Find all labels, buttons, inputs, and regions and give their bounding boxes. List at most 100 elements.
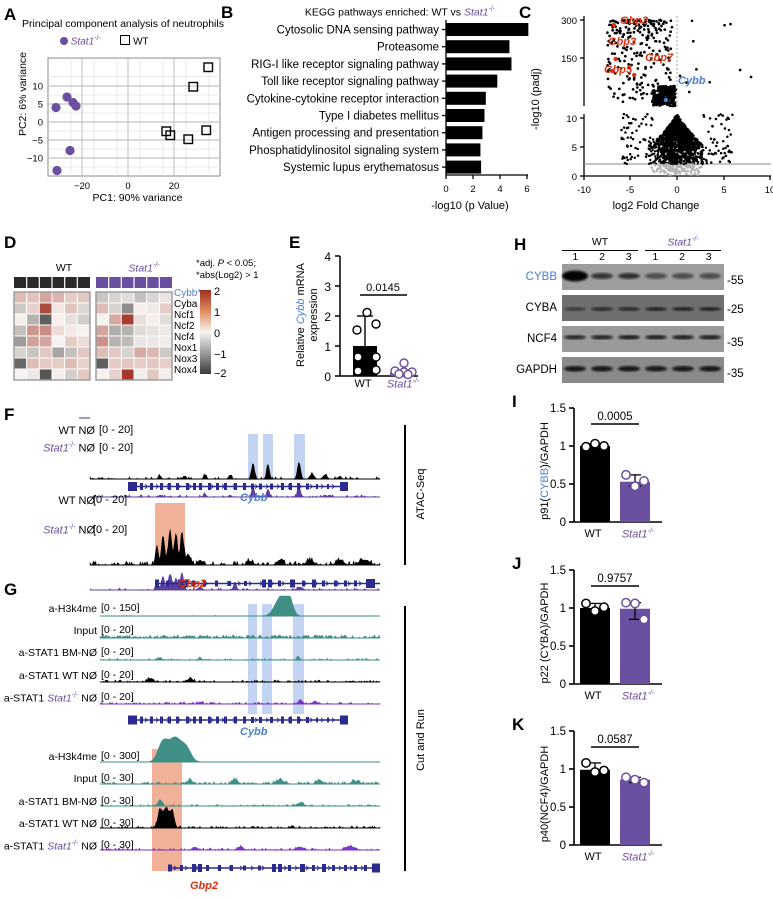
f-gene-cybb [128, 482, 348, 491]
volcano-point [695, 141, 698, 144]
blot-panel [562, 264, 724, 290]
svg-text:20: 20 [169, 181, 180, 192]
panel-letter-k: K [512, 715, 525, 734]
heatmap-cell [95, 335, 110, 348]
volcano-point [655, 103, 659, 107]
blot-mw-ncf4: -35 [727, 337, 744, 349]
svg-text:0: 0 [443, 184, 448, 195]
blot-lane-3: 1 [652, 251, 659, 263]
volcano-point [627, 71, 631, 75]
volcano-point [650, 116, 653, 120]
gene-exon [322, 580, 325, 587]
blot-panel [562, 357, 724, 383]
panel-j-xtick-ko-sup: -/- [647, 690, 655, 697]
heatmap-cell [51, 346, 66, 359]
volcano-point [723, 151, 726, 155]
volcano-point [613, 72, 617, 75]
svg-text:0: 0 [674, 185, 679, 196]
svg-text:10: 10 [32, 82, 43, 93]
gene-strand-arrow [298, 483, 303, 490]
volcano-point [698, 156, 702, 160]
volcano-highlight-point [632, 72, 637, 78]
y-tick-label: 1 [560, 603, 566, 615]
gene-exon [166, 580, 169, 587]
blot-band [564, 366, 586, 372]
volcano-point [628, 122, 632, 125]
volcano-point [682, 142, 686, 146]
volcano-point [680, 158, 683, 162]
volcano-point [671, 97, 675, 101]
gene-strand-arrow [276, 483, 281, 490]
volcano-point [644, 123, 648, 126]
volcano-point [638, 83, 642, 87]
heatmap-cell [120, 346, 135, 359]
volcano-point [673, 96, 677, 99]
svg-text:−2: −2 [214, 368, 227, 380]
y-tick-label: 1.5 [550, 565, 566, 577]
volcano-point [633, 156, 637, 159]
volcano-point [661, 169, 664, 172]
heatmap-row-label-3: Ncf2 [174, 321, 195, 332]
heatmap-cell [38, 346, 53, 359]
volcano-point [668, 92, 672, 96]
heatmap-row-label-7: Nox4 [174, 365, 198, 376]
volcano-point [664, 21, 668, 25]
gene-strand-arrow [184, 865, 189, 871]
volcano-point [726, 135, 729, 138]
volcano-point [627, 28, 631, 32]
blot-band [618, 307, 640, 311]
f-track-label-0: WT NØ [58, 425, 95, 437]
gene-exon [140, 483, 143, 490]
volcano-point [606, 31, 609, 34]
heatmap-cell [146, 291, 160, 304]
volcano-point [676, 126, 680, 130]
svg-text:300: 300 [561, 16, 577, 27]
volcano-point [657, 27, 661, 31]
volcano-point [678, 160, 681, 164]
heatmap-cell [13, 324, 28, 337]
volcano-point [637, 62, 640, 65]
volcano-point [683, 159, 686, 163]
gene-exon [224, 716, 227, 724]
panel-k-plot: 1.5 1 0.5 0 0.0587 [532, 723, 682, 868]
kegg-bar [446, 126, 483, 140]
volcano-point [626, 126, 630, 129]
volcano-point [693, 145, 696, 149]
heatmap-cell [95, 346, 110, 359]
volcano-point [635, 90, 638, 94]
volcano-point [702, 115, 706, 118]
kegg-labels: Cytosolic DNA sensing pathway Proteasome R… [247, 25, 440, 175]
volcano-point [658, 58, 662, 62]
volcano-point [714, 152, 718, 155]
volcano-point [665, 148, 668, 152]
volcano-point [664, 37, 668, 40]
data-point [599, 441, 609, 451]
panel-e-ylabel: Relative Cybb mRNA expression [295, 260, 321, 370]
volcano-point [652, 19, 656, 23]
volcano-point [658, 40, 662, 43]
volcano-point [678, 74, 682, 78]
heatmap-cell [120, 324, 135, 337]
heatmap-cell [13, 335, 28, 348]
volcano-point [625, 144, 629, 147]
kegg-category-label: RIG-I like receptor signaling pathway [251, 59, 439, 71]
g2-track-label-2: a-STAT1 BM-NØ [18, 796, 97, 808]
heatmap-cell [146, 324, 160, 337]
volcano-point [647, 147, 651, 150]
pca-points-wt [161, 62, 214, 145]
panel-c-ylabel: -log10 (padj) [530, 68, 542, 130]
gene-strand-arrow [217, 865, 222, 871]
blot-lane-1: 2 [599, 251, 605, 263]
volcano-point [629, 31, 632, 35]
panel-g-tracks [0, 595, 400, 894]
f-track-label-2: WT NØ [58, 495, 95, 507]
volcano-point [659, 93, 663, 97]
volcano-point [694, 155, 698, 158]
heatmap-cell [38, 368, 53, 381]
volcano-point [680, 133, 684, 136]
gene-strand-arrow [371, 865, 376, 871]
heatmap-header-ko-sup: -/- [152, 262, 160, 269]
volcano-point [654, 164, 657, 167]
volcano-point [686, 169, 690, 173]
panel-letter-j: J [512, 554, 522, 573]
